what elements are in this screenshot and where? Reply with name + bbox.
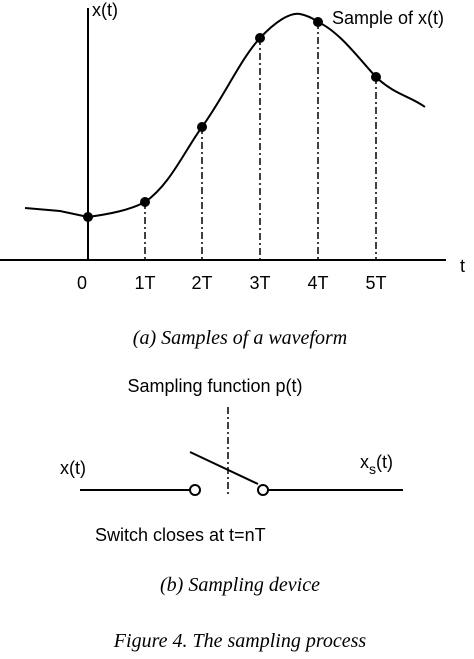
tick-label: 0 [77,273,87,293]
tick-label: 4T [307,273,328,293]
contact [257,484,269,496]
waveform [24,12,426,219]
sample-lines [144,22,377,260]
input-label: x(t) [60,458,86,478]
switch-note: Switch closes at t=nT [95,525,266,545]
x-axis-label: t [460,256,465,276]
tick-label: 3T [249,273,270,293]
tick-label: 2T [191,273,212,293]
annotation: Sample of x(t) [332,8,444,28]
switch-arm [189,451,259,485]
tick-label: 5T [365,273,386,293]
function-label: Sampling function p(t) [127,376,302,396]
caption-b: (b) Sampling device [160,574,320,596]
output-label: xs(t) [360,452,393,477]
figure-caption: Figure 4. The sampling process [113,630,367,652]
sample-points [83,17,381,222]
y-axis-label: x(t) [92,0,118,20]
tick-labels: 0 1T 2T 3T 4T 5T [77,273,387,293]
tick-label: 1T [134,273,155,293]
caption-a: (a) Samples of a waveform [133,327,347,349]
contact [189,484,201,496]
